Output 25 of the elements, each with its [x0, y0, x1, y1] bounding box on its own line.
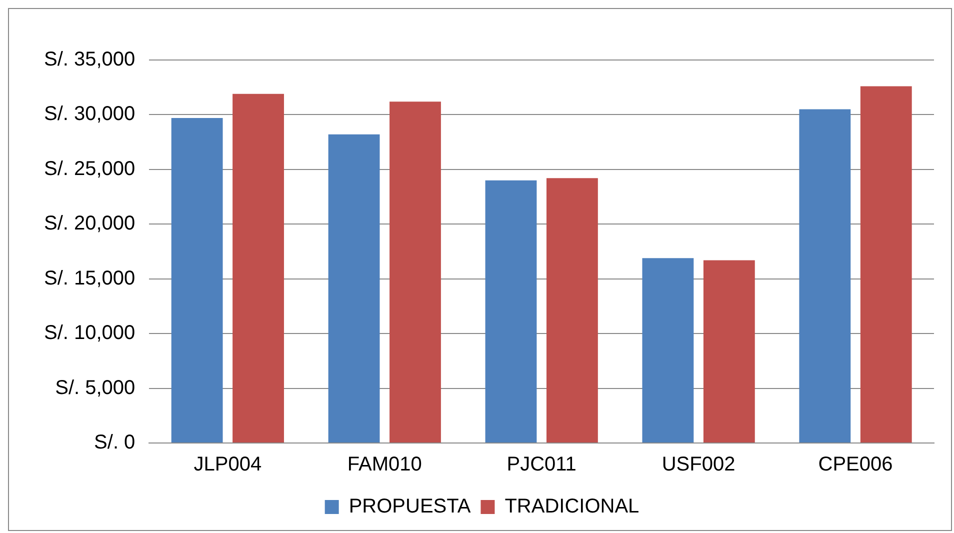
x-tick-label: CPE006	[818, 454, 893, 476]
y-tick-label: S/. 35,000	[44, 48, 136, 71]
y-tick-label: S/. 10,000	[44, 322, 136, 344]
bar	[799, 109, 851, 442]
x-tick-label: JLP004	[194, 454, 262, 476]
y-tick-label: S/. 30,000	[44, 103, 136, 126]
y-tick-label: S/. 20,000	[44, 212, 136, 235]
bar	[642, 258, 694, 442]
bar	[703, 260, 755, 442]
bar	[860, 86, 912, 442]
bar	[390, 102, 441, 442]
y-tick-label: S/. 25,000	[44, 158, 136, 180]
x-tick-label: USF002	[662, 454, 736, 476]
legend-label: TRADICIONAL	[504, 496, 640, 518]
y-tick-label: S/. 15,000	[44, 267, 136, 290]
bar	[546, 178, 598, 442]
legend-label: PROPUESTA	[348, 496, 472, 518]
bar	[485, 180, 537, 442]
y-tick-label: S/. 0	[94, 432, 136, 454]
bar	[328, 134, 380, 442]
x-tick-label: PJC011	[506, 454, 576, 476]
bar	[171, 118, 223, 442]
x-tick-label: FAM010	[347, 454, 422, 476]
bar	[232, 94, 284, 442]
y-tick-label: S/. 5,000	[55, 376, 136, 399]
